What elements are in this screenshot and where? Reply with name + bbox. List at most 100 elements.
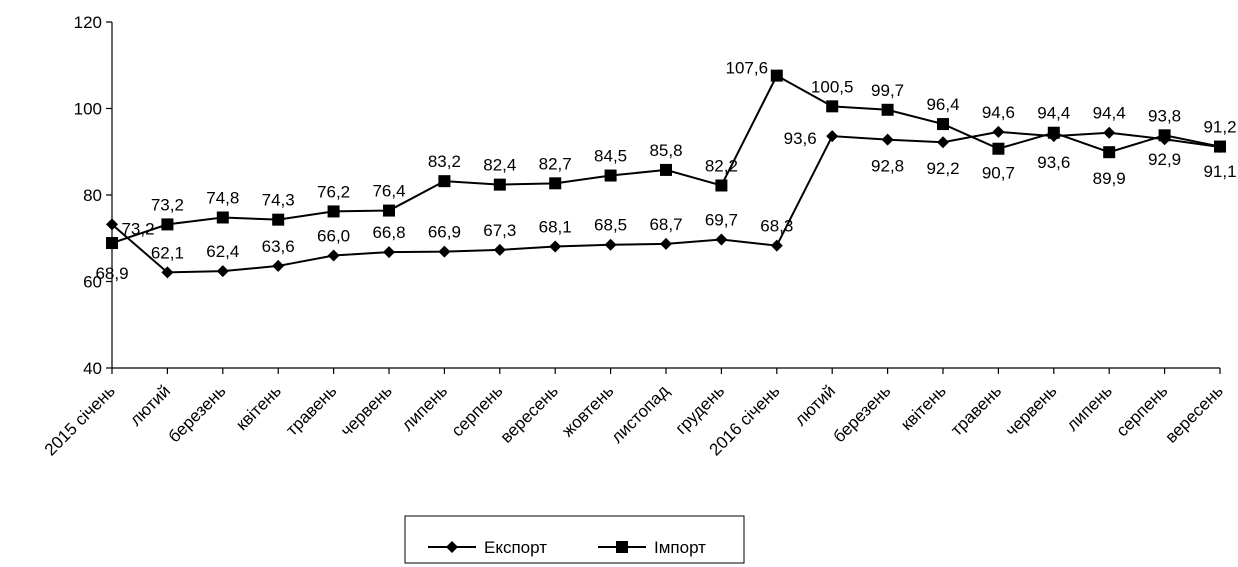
legend-item-import: Імпорт (598, 538, 706, 557)
export-point (881, 133, 894, 146)
import-data-label: 96,4 (926, 95, 959, 114)
import-point (660, 163, 672, 176)
x-tick-label: квітень (232, 381, 285, 434)
import-data-label: 84,5 (594, 147, 627, 166)
import-data-label: 99,7 (871, 81, 904, 100)
export-point (1103, 126, 1116, 139)
export-data-label: 66,9 (428, 223, 461, 242)
x-tick-label: вересень (497, 381, 562, 446)
y-tick-label: 120 (74, 13, 102, 32)
import-data-label: 94,4 (1037, 104, 1070, 123)
export-point (161, 266, 174, 279)
import-point (1103, 146, 1116, 159)
x-tick-label: липень (398, 381, 451, 434)
legend-import-label: Імпорт (654, 538, 706, 557)
import-data-label: 73,2 (151, 195, 184, 214)
import-point (438, 175, 451, 188)
import-point (106, 237, 118, 250)
export-point (438, 245, 451, 258)
import-point (826, 100, 839, 113)
export-data-label: 94,4 (1093, 104, 1126, 123)
import-data-label: 76,4 (372, 182, 405, 201)
legend: Експорт Імпорт (404, 515, 745, 564)
import-point (881, 103, 894, 116)
import-point (1214, 140, 1226, 153)
import-point (937, 118, 949, 131)
import-point (1158, 129, 1171, 142)
import-data-label: 91,2 (1203, 118, 1236, 137)
export-data-label: 68,5 (594, 216, 627, 235)
import-data-label: 82,4 (483, 156, 516, 175)
import-point (493, 178, 506, 191)
export-point (604, 238, 617, 251)
import-data-label: 89,9 (1093, 169, 1126, 188)
import-point (715, 179, 728, 192)
export-data-label: 92,8 (871, 157, 904, 176)
import-point (604, 169, 617, 182)
import-point (161, 218, 174, 231)
y-tick-label: 100 (74, 100, 102, 119)
import-point (383, 204, 395, 217)
x-tick-label: травень (947, 381, 1005, 439)
import-point (770, 69, 783, 82)
legend-box (404, 515, 745, 564)
export-point (272, 259, 285, 272)
import-data-label: 76,2 (317, 182, 350, 201)
x-tick-label: березень (829, 381, 894, 446)
legend-import-marker (616, 541, 628, 553)
export-data-label: 92,2 (926, 159, 959, 178)
export-point (216, 265, 229, 278)
export-point (715, 233, 728, 246)
export-data-label: 91,1 (1203, 162, 1236, 181)
export-point (660, 237, 672, 250)
import-data-label: 82,7 (539, 154, 572, 173)
import-data-label: 107,6 (726, 59, 769, 78)
export-data-label: 68,1 (539, 217, 572, 236)
export-data-label: 67,3 (483, 221, 516, 240)
y-tick-label: 60 (83, 273, 102, 292)
import-data-label: 74,3 (262, 191, 295, 210)
export-data-label: 93,6 (1037, 153, 1070, 172)
x-tick-label: грудень (672, 381, 729, 438)
data-labels: 73,2 62,1 62,4 63,6 66,0 66,8 66,9 67,3 68,1 68,5… (95, 59, 1236, 283)
import-data-label: 68,9 (95, 264, 128, 283)
export-data-label: 93,6 (784, 129, 817, 148)
legend-export-label: Експорт (484, 538, 547, 557)
import-data-label: 93,8 (1148, 106, 1181, 125)
export-point (327, 249, 340, 262)
legend-item-export: Експорт (428, 538, 547, 557)
import-point (549, 177, 562, 190)
export-data-label: 68,3 (760, 217, 793, 236)
x-tick-label: червень (337, 381, 396, 440)
import-data-label: 85,8 (649, 141, 682, 160)
legend-export-marker (446, 541, 458, 553)
x-tick-label: 2015 січень (41, 381, 119, 459)
x-tick-label: вересень (1161, 381, 1226, 446)
export-point (937, 136, 949, 149)
export-data-label: 62,4 (206, 242, 239, 261)
import-point (992, 142, 1005, 155)
import-point (272, 213, 285, 226)
import-data-label: 82,2 (705, 156, 738, 175)
export-point (770, 239, 783, 252)
export-data-label: 69,7 (705, 211, 738, 230)
export-point (383, 246, 395, 259)
export-data-label: 94,6 (982, 103, 1015, 122)
import-data-label: 74,8 (206, 188, 239, 207)
import-point (1047, 126, 1060, 139)
y-tick-label: 40 (83, 359, 102, 378)
import-data-label: 83,2 (428, 152, 461, 171)
export-data-label: 62,1 (151, 243, 184, 262)
x-tick-label: лютий (126, 381, 174, 429)
x-tick-label: березень (165, 381, 230, 446)
y-tick-label: 80 (83, 186, 102, 205)
export-point (493, 243, 506, 256)
export-point (106, 218, 118, 231)
x-tick-label: травень (282, 381, 340, 439)
import-point (216, 211, 229, 224)
chart-series (106, 69, 1226, 279)
export-data-label: 66,0 (317, 227, 350, 246)
export-point (992, 125, 1005, 138)
